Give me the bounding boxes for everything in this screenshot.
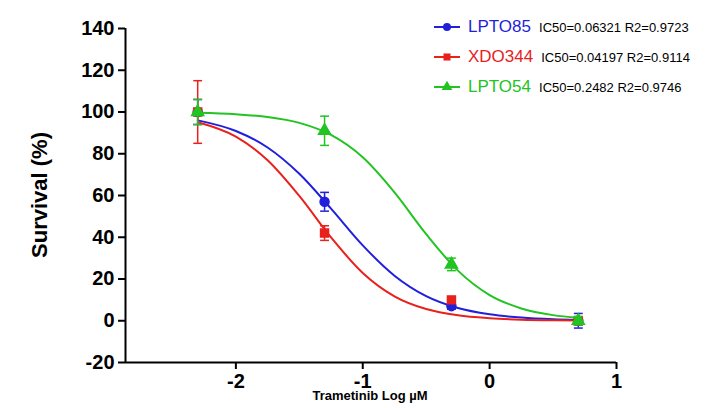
svg-text:100: 100 [81, 100, 114, 122]
html-text:XDO344: XDO344 [468, 47, 534, 66]
svg-text:120: 120 [81, 59, 114, 81]
svg-text:40: 40 [92, 226, 114, 248]
svg-text:-2: -2 [227, 370, 245, 392]
svg-text:60: 60 [92, 184, 114, 206]
svg-text:-20: -20 [86, 351, 115, 373]
svg-text:20: 20 [92, 267, 114, 289]
html-text:Trametinib Log µM: Trametinib Log µM [312, 387, 428, 403]
svg-text:1: 1 [611, 370, 622, 392]
svg-text:80: 80 [92, 142, 114, 164]
html-text:IC50=0.04197 R2=0.9114: IC50=0.04197 R2=0.9114 [541, 49, 690, 65]
svg-text:140: 140 [81, 17, 114, 39]
html-text:IC50=0.2482 R2=0.9746: IC50=0.2482 R2=0.9746 [539, 79, 682, 95]
html-text:IC50=0.06321 R2=0.9723: IC50=0.06321 R2=0.9723 [539, 19, 689, 35]
svg-text:-1: -1 [353, 369, 372, 392]
html-text:Survival (%): Survival (%) [27, 132, 52, 258]
html-text:LPTO85: LPTO85 [468, 17, 531, 36]
svg-text:0: 0 [484, 370, 495, 392]
svg-text:0: 0 [103, 309, 114, 331]
html-text:LPTO54: LPTO54 [468, 77, 531, 96]
